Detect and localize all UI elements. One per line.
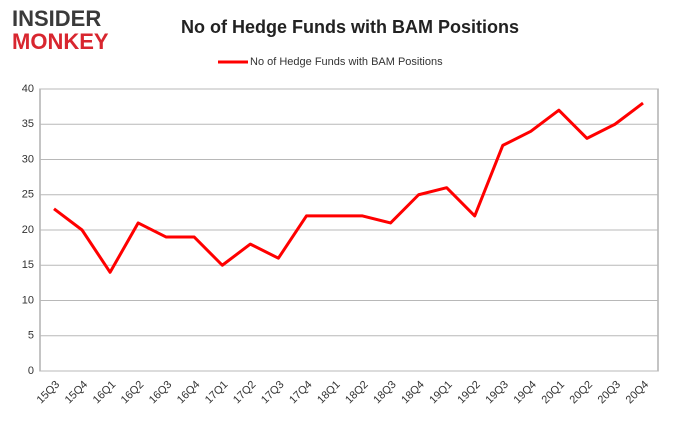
x-tick-label: 18Q2 <box>343 379 371 407</box>
x-tick-label: 16Q3 <box>147 379 175 407</box>
y-tick-label: 35 <box>22 118 34 130</box>
x-tick-label: 20Q3 <box>596 379 624 407</box>
x-tick-label: 15Q4 <box>63 379 91 407</box>
x-tick-label: 20Q2 <box>568 379 596 407</box>
x-tick-label: 20Q4 <box>624 379 652 407</box>
data-line <box>53 101 644 274</box>
logo-top: INSIDER <box>12 6 101 31</box>
x-tick-label: 15Q3 <box>35 379 63 407</box>
y-tick-label: 30 <box>22 153 34 165</box>
x-tick-label: 17Q4 <box>287 379 315 407</box>
y-tick-label: 25 <box>22 189 34 201</box>
x-tick-label: 17Q1 <box>203 379 231 407</box>
x-tick-label: 18Q4 <box>399 379 427 407</box>
y-tick-label: 20 <box>22 224 34 236</box>
y-tick-label: 15 <box>22 259 34 271</box>
legend-label: No of Hedge Funds with BAM Positions <box>250 56 443 68</box>
x-tick-label: 20Q1 <box>540 379 568 407</box>
y-tick-label: 0 <box>28 365 34 377</box>
x-tick-label: 19Q1 <box>427 379 455 407</box>
x-tick-label: 19Q3 <box>483 379 511 407</box>
x-tick-label: 16Q4 <box>175 379 203 407</box>
x-tick-label: 19Q4 <box>511 379 539 407</box>
y-tick-label: 5 <box>28 330 34 342</box>
x-tick-label: 17Q3 <box>259 379 287 407</box>
x-tick-label: 16Q2 <box>119 379 147 407</box>
x-tick-label: 18Q1 <box>315 379 343 407</box>
x-tick-label: 18Q3 <box>371 379 399 407</box>
x-tick-label: 17Q2 <box>231 379 259 407</box>
chart-title: No of Hedge Funds with BAM Positions <box>181 17 519 37</box>
y-tick-label: 40 <box>22 83 34 95</box>
logo-bottom: MONKEY <box>12 29 109 54</box>
x-tick-label: 19Q2 <box>455 379 483 407</box>
x-tick-label: 16Q1 <box>91 379 119 407</box>
y-tick-label: 10 <box>22 294 34 306</box>
